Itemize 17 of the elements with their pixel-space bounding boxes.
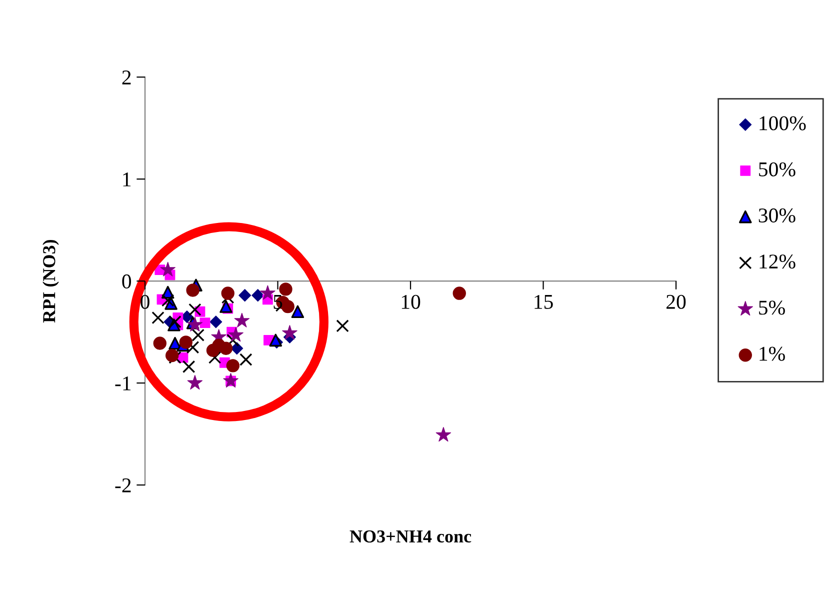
legend-label: 1% (760, 346, 785, 361)
x-tick-label: 20 (666, 294, 686, 309)
y-tick-label: 1 (123, 172, 131, 186)
legend-label: 5% (759, 300, 785, 315)
y-tick-label: -1 (115, 376, 131, 390)
x-tick-label: 10 (402, 294, 420, 309)
x-axis-title: NO3+NH4 conc (350, 530, 472, 543)
legend-label: 12% (760, 254, 796, 269)
x-tick-label: 0 (140, 294, 150, 309)
y-tick-label: 0 (122, 274, 132, 288)
legend-label: 100% (760, 116, 806, 130)
legend-label: 50% (759, 162, 796, 176)
y-axis-title: RPI (NO3) (42, 240, 59, 323)
x-tick-label: 15 (534, 294, 553, 309)
y-tick-label: -2 (115, 478, 131, 492)
legend-label: 30% (758, 208, 796, 223)
y-tick-label: 2 (122, 70, 131, 84)
